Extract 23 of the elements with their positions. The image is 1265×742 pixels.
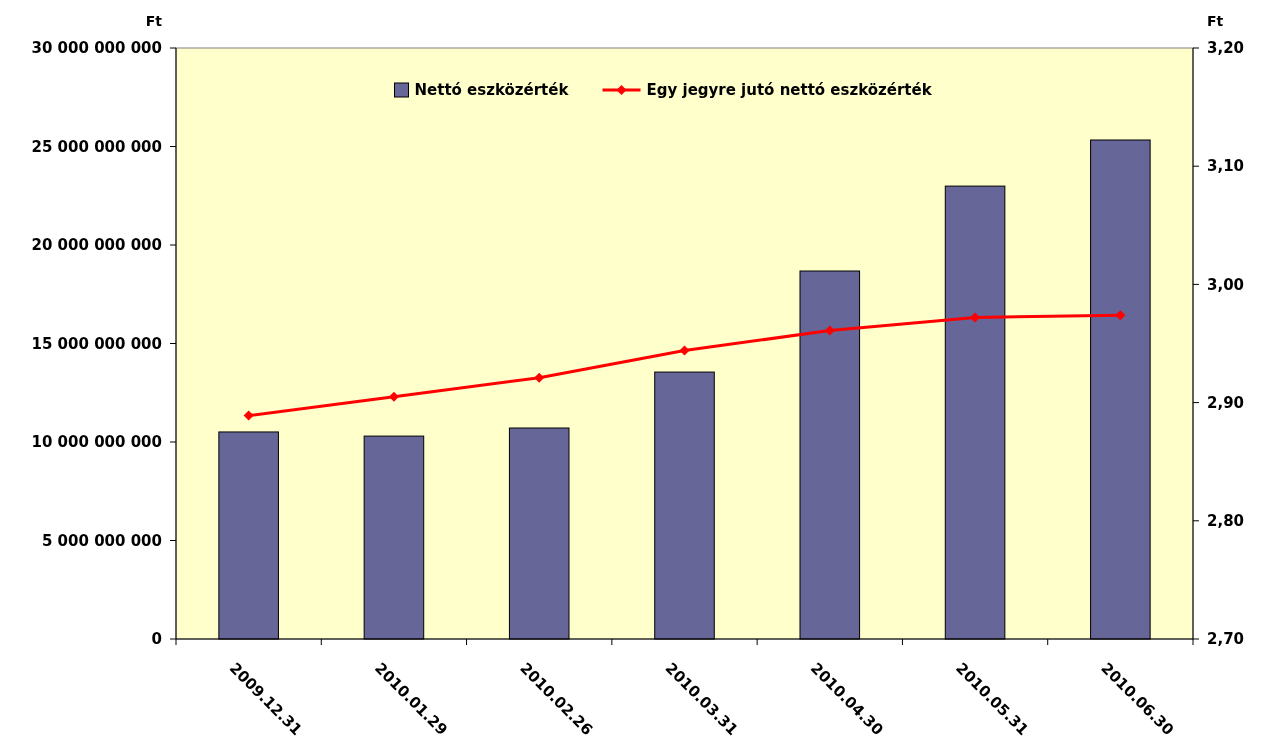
legend-label: Nettó eszközérték [414, 81, 570, 100]
point [243, 410, 254, 421]
y2-tick-label: 2,80 [1207, 512, 1245, 531]
y2-tick-label: 2,70 [1207, 630, 1245, 649]
y-tick-label: 20 000 000 000 [31, 236, 162, 255]
y2-tick-label: 3,10 [1207, 157, 1245, 176]
y2-axis-title: Ft [1207, 13, 1224, 29]
y-tick-label: 25 000 000 000 [31, 137, 162, 156]
legend-label: Egy jegyre jutó nettó eszközérték [646, 81, 933, 100]
y-tick-label: 0 [151, 630, 162, 649]
y-axis-title: Ft [145, 13, 163, 29]
y2-tick-label: 3,20 [1207, 39, 1245, 58]
y2-tick-label: 3,00 [1207, 275, 1245, 294]
point [388, 391, 399, 402]
point [824, 325, 835, 336]
y2-tick-label: 2,90 [1207, 393, 1245, 412]
y-tick-label: 10 000 000 000 [31, 433, 162, 452]
y-tick-label: 30 000 000 000 [31, 39, 162, 58]
point [534, 372, 545, 383]
y-tick-label: 5 000 000 000 [41, 531, 162, 550]
y-tick-label: 15 000 000 000 [31, 334, 162, 353]
point [679, 345, 690, 356]
point [1115, 310, 1126, 321]
